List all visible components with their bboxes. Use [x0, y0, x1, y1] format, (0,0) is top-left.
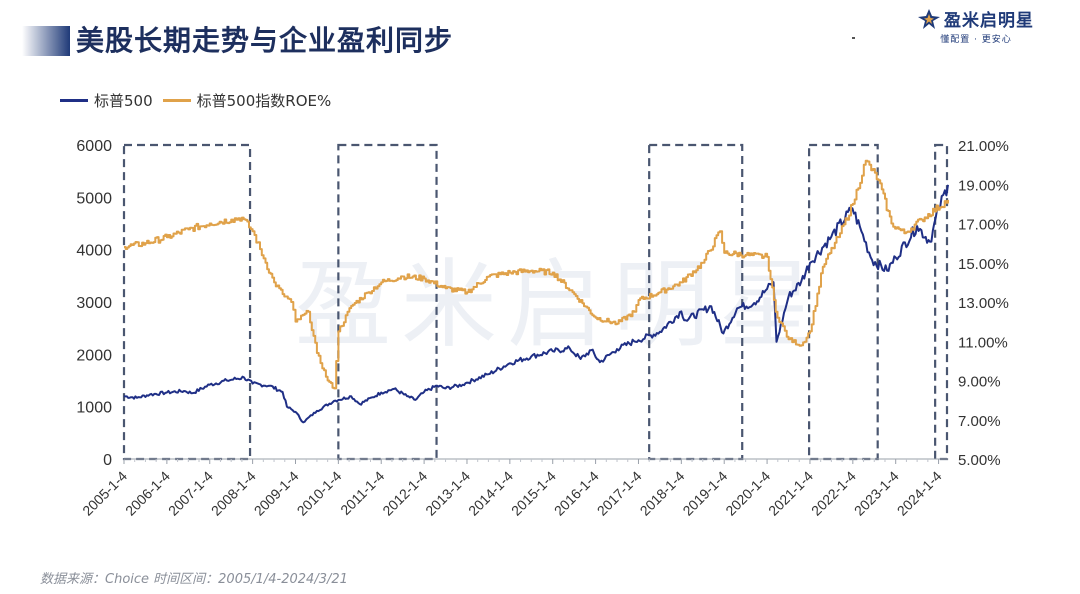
x-tick-label: 2016-1-4 — [551, 468, 602, 519]
y-right-tick-label: 13.00% — [958, 295, 1009, 312]
y-right-tick-label: 11.00% — [958, 334, 1008, 351]
y-left-tick-label: 4000 — [76, 243, 112, 260]
watermark-text: 盈米启明星 — [295, 249, 825, 361]
y-right-tick-label: 5.00% — [958, 452, 1001, 469]
title-accent-bar — [22, 26, 70, 56]
x-tick-label: 2006-1-4 — [122, 468, 173, 519]
y-right-tick-label: 7.00% — [958, 413, 1001, 430]
page-title: 美股长期走势与企业盈利同步 — [76, 24, 454, 57]
series-line-roe — [124, 159, 949, 390]
x-tick-label: 2024-1-4 — [894, 468, 945, 519]
brand-name: 盈米启明星 — [944, 11, 1034, 31]
brand-slogan: 懂配置 · 更安心 — [940, 35, 1012, 45]
x-tick-label: 2013-1-4 — [422, 468, 473, 519]
y-left-tick-label: 0 — [103, 452, 112, 469]
x-tick-label: 2007-1-4 — [165, 468, 216, 519]
legend-label-roe: 标普500指数ROE% — [196, 92, 332, 110]
x-tick-label: 2017-1-4 — [594, 468, 645, 519]
brand-logo: 盈米启明星 懂配置 · 更安心 — [918, 6, 1034, 45]
x-tick-label: 2010-1-4 — [294, 468, 345, 519]
y-left-tick-label: 3000 — [76, 295, 112, 312]
x-tick-label: 2011-1-4 — [337, 468, 387, 518]
x-tick-label: 2009-1-4 — [251, 468, 302, 519]
data-source-note: 数据来源：Choice 时间区间：2005/1/4-2024/3/21 — [40, 572, 348, 587]
legend-label-sp500: 标普500 — [94, 92, 153, 110]
x-tick-label: 2018-1-4 — [637, 468, 688, 519]
brand-star-icon — [918, 8, 940, 29]
highlight-box — [122, 143, 252, 461]
x-tick-label: 2020-1-4 — [722, 468, 773, 519]
x-tick-label: 2023-1-4 — [851, 468, 902, 519]
legend-swatch-sp500 — [60, 99, 88, 102]
x-tick-label: 2019-1-4 — [679, 468, 730, 519]
legend-swatch-roe — [162, 99, 191, 102]
x-tick-label: 2022-1-4 — [808, 468, 859, 519]
x-tick-label: 2008-1-4 — [208, 468, 259, 519]
legend-item-roe: 标普500指数ROE% — [162, 90, 332, 111]
chart-legend: 标普500 标普500指数ROE% — [60, 90, 331, 111]
decorative-dot — [852, 37, 855, 39]
y-left-tick-label: 1000 — [76, 400, 112, 417]
y-left-tick-label: 2000 — [76, 347, 112, 364]
series-line-sp500 — [123, 184, 949, 424]
y-right-tick-label: 15.00% — [958, 256, 1009, 273]
y-right-tick-label: 19.00% — [958, 177, 1009, 194]
y-left-tick-label: 6000 — [76, 138, 112, 155]
y-right-tick-label: 21.00% — [958, 138, 1009, 155]
x-tick-label: 2005-1-4 — [79, 468, 130, 519]
x-tick-label: 2012-1-4 — [379, 468, 430, 519]
y-right-tick-label: 9.00% — [958, 374, 1001, 391]
x-tick-label: 2015-1-4 — [508, 468, 559, 519]
highlight-box — [648, 143, 744, 461]
y-left-tick-label: 5000 — [76, 190, 112, 207]
x-tick-label: 2021-1-4 — [765, 468, 816, 519]
x-tick-label: 2014-1-4 — [465, 468, 516, 519]
legend-item-sp500: 标普500 — [60, 90, 153, 111]
y-right-tick-label: 17.00% — [958, 217, 1009, 234]
